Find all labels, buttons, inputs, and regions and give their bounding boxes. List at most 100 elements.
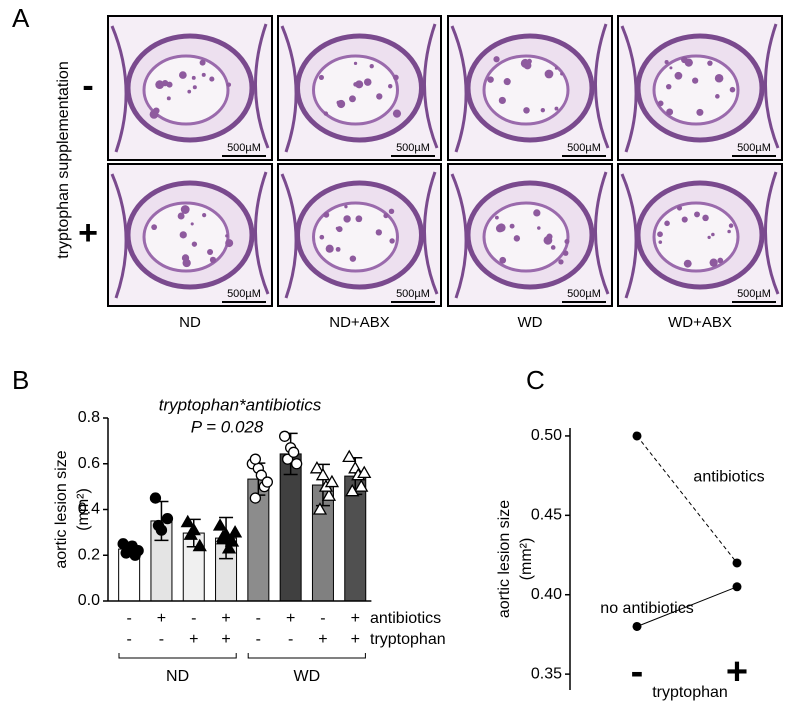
data-point [278, 430, 291, 442]
series-line [636, 586, 738, 627]
stain [707, 235, 711, 240]
stain [376, 93, 383, 100]
column-label: ND+ABX [329, 314, 389, 331]
column-label: ND [179, 314, 201, 331]
y-axis-label: (mm²) [75, 488, 92, 531]
fiber [280, 173, 298, 299]
x-tick-label: + [726, 651, 748, 693]
stain [533, 209, 541, 217]
stain [664, 220, 670, 227]
factor-level: + [189, 631, 198, 648]
stain [696, 108, 704, 116]
factor-level: - [256, 610, 261, 627]
stain [498, 96, 506, 105]
panel-label: B [12, 365, 29, 395]
data-point [345, 483, 360, 497]
stain [717, 257, 724, 264]
factor-level: + [351, 631, 360, 648]
row-title: tryptophan supplementation [55, 61, 72, 258]
stain [499, 256, 507, 264]
stain [676, 205, 683, 211]
lumen [482, 201, 570, 273]
fiber [423, 171, 439, 295]
factor-level: - [126, 610, 131, 627]
stain [526, 59, 532, 65]
data-point [309, 461, 325, 474]
stain [564, 239, 570, 245]
stain [375, 229, 382, 236]
group-bracket [118, 653, 237, 659]
factor-name: tryptophan [370, 631, 446, 648]
lumen [142, 54, 230, 126]
stain [546, 233, 553, 240]
lumen [312, 201, 399, 273]
micrograph: 500µM [617, 15, 783, 161]
stain [209, 76, 215, 82]
stain [669, 66, 673, 70]
stain [664, 60, 669, 65]
stain [562, 250, 569, 256]
stain [225, 234, 229, 238]
stain [202, 213, 207, 218]
stain [666, 108, 674, 116]
lumen [652, 54, 740, 126]
scale-bar-label: 500µM [567, 142, 601, 154]
stain [151, 224, 158, 231]
data-point [161, 513, 174, 525]
stain [544, 69, 554, 79]
data-point [732, 558, 742, 568]
data-point [315, 467, 331, 481]
data-point [321, 488, 337, 501]
data-point [732, 582, 742, 592]
data-point [324, 474, 340, 488]
data-point [132, 545, 144, 557]
stain [209, 256, 217, 264]
lumen [312, 54, 399, 126]
data-point [180, 514, 195, 528]
stain [369, 63, 374, 69]
stain [509, 223, 515, 229]
data-point [312, 502, 328, 515]
y-tick-label: 0.6 [78, 455, 100, 472]
micrograph: 500µM [617, 163, 783, 307]
factor-level: - [191, 610, 196, 627]
stain [383, 213, 389, 219]
stain [658, 240, 663, 244]
stain [711, 232, 715, 237]
fiber [110, 173, 128, 299]
factor-level: - [320, 610, 325, 627]
stain [537, 226, 541, 230]
stain [715, 94, 720, 99]
y-axis-label: aortic lesion size [53, 450, 70, 568]
stain [191, 241, 198, 247]
micrograph: 500µM [447, 15, 613, 161]
factor-level: + [318, 631, 327, 648]
stain [155, 80, 165, 90]
stain [692, 77, 699, 84]
fiber [764, 171, 780, 295]
factor-name: antibiotics [370, 610, 441, 627]
data-point [632, 431, 642, 441]
series-label: antibiotics [693, 469, 764, 486]
fiber [254, 171, 270, 295]
row-label: - [82, 67, 93, 105]
stain [657, 231, 663, 238]
fiber [594, 23, 610, 149]
scale-bar-label: 500µM [396, 142, 430, 154]
data-point [632, 621, 642, 631]
data-point [249, 492, 262, 504]
stain [180, 205, 190, 214]
stain [149, 109, 159, 119]
data-point [192, 538, 207, 552]
stain [388, 84, 393, 89]
stain [714, 73, 724, 83]
stain [497, 223, 506, 232]
y-tick-label: 0.8 [78, 409, 100, 426]
scale-bar-label: 500µM [737, 288, 771, 300]
micrograph: 500µM [447, 163, 613, 307]
stain [513, 235, 521, 242]
stain [665, 83, 672, 90]
stain [554, 106, 559, 111]
fiber [110, 25, 128, 153]
stain [389, 238, 395, 244]
